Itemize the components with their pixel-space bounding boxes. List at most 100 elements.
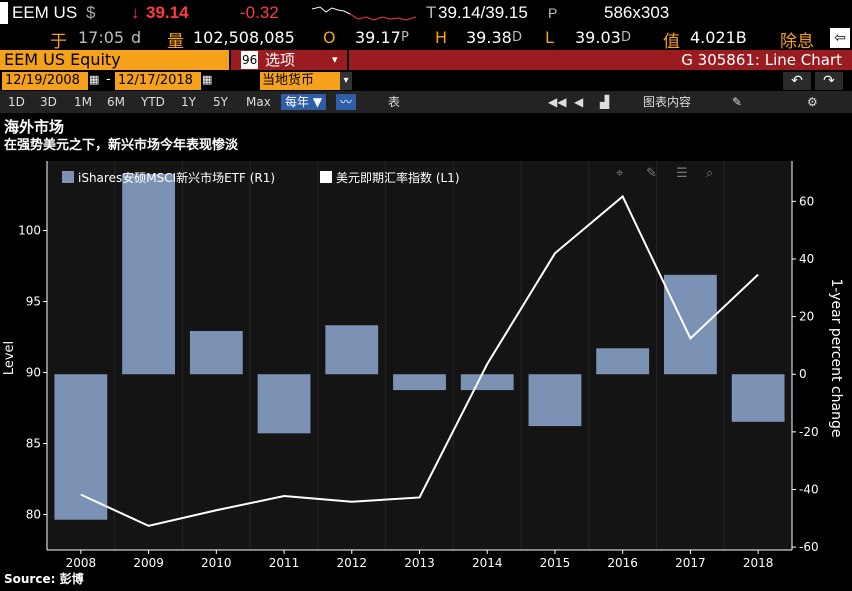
table-button[interactable]: 表 <box>384 94 404 110</box>
period-5y[interactable]: 5Y <box>209 94 232 110</box>
time-suffix: d <box>131 28 141 47</box>
bar-2016 <box>596 348 649 374</box>
edit-icon[interactable]: ✎ <box>728 94 746 110</box>
bar-2013 <box>393 374 446 390</box>
period-1y[interactable]: 1Y <box>177 94 200 110</box>
bar-2012 <box>325 325 378 374</box>
period-1d[interactable]: 1D <box>4 94 29 110</box>
bar-2018 <box>732 374 785 422</box>
chart-content-button[interactable]: 图表内容 <box>639 94 695 110</box>
legend-label-dxy: 美元即期汇率指数 (L1) <box>336 170 460 185</box>
right-axis-label: 1-year percent change <box>828 279 844 438</box>
bar-2015 <box>529 374 582 426</box>
gear-icon[interactable]: ⚙ <box>803 94 822 110</box>
currency-symbol: $ <box>86 3 95 23</box>
period-max[interactable]: Max <box>242 94 275 110</box>
x-tick-label: 2011 <box>269 556 300 570</box>
x-tick-label: 2009 <box>133 556 164 570</box>
right-tick-label: 20 <box>799 310 814 324</box>
period-3d[interactable]: 3D <box>36 94 61 110</box>
high-value: 39.38 <box>466 28 512 47</box>
x-tick-label: 2010 <box>201 556 232 570</box>
frequency-label: 每年 <box>285 95 309 109</box>
currency-select[interactable]: 当地货币 <box>260 72 340 90</box>
options-menu[interactable]: 96 选项 ▾ <box>231 50 347 70</box>
down-arrow-icon: ↓ <box>131 3 140 23</box>
export-icon[interactable]: ⇦ <box>830 28 850 48</box>
low-suffix: D <box>621 30 631 45</box>
bid-ask-prefix: T <box>426 3 436 23</box>
price-change: -0.32 <box>240 3 279 23</box>
volume-value: 102,508,085 <box>193 28 295 47</box>
x-tick-label: 2012 <box>336 556 367 570</box>
date-bar: 12/19/2008 ▦ - 12/17/2018 ▦ 当地货币 ▾ ↶ ↷ <box>0 71 852 91</box>
left-tick-label: 100 <box>18 224 41 238</box>
date-separator: - <box>106 72 111 87</box>
bar-2011 <box>258 374 311 433</box>
right-tick-label: -60 <box>799 540 819 554</box>
security-name[interactable]: EEM US Equity <box>0 50 229 70</box>
bar-2010 <box>190 331 243 374</box>
high-label: H <box>435 28 447 47</box>
crosshair-icon[interactable]: ⌖ <box>616 166 624 181</box>
right-tick-label: 60 <box>799 194 814 208</box>
sparkline-icon <box>312 3 416 23</box>
rewind-icon[interactable]: ◀◀ <box>544 94 570 110</box>
x-tick-label: 2017 <box>675 556 706 570</box>
bar-2014 <box>461 374 514 390</box>
chart-subtitle: 在强势美元之下，新兴市场今年表现惨淡 <box>4 137 239 153</box>
play-left-icon[interactable]: ◀ <box>570 94 587 110</box>
pencil-icon[interactable]: ✎ <box>646 166 657 181</box>
calendar-icon[interactable]: ▦ <box>202 73 212 86</box>
function-title: G 305861: Line Chart <box>681 51 842 69</box>
frequency-select[interactable]: 每年 ▼ <box>281 94 326 110</box>
turnover-value: 4.021B <box>690 28 747 47</box>
ticker-bar: EEM US $ ↓ 39.14 -0.32 T 39.14/39.15 P 5… <box>0 0 852 27</box>
chart-title: 海外市场 <box>4 118 64 136</box>
left-tick-label: 95 <box>26 295 41 309</box>
quote-time: 17:05 <box>78 28 124 47</box>
bar-2017 <box>664 275 717 374</box>
period-1m[interactable]: 1M <box>70 94 96 110</box>
right-tick-label: 0 <box>799 367 807 381</box>
bar-2008 <box>54 374 107 520</box>
low-label: L <box>545 28 554 47</box>
chevron-down-icon: ▾ <box>332 50 338 70</box>
menu-number: 96 <box>241 51 258 69</box>
period-6m[interactable]: 6M <box>103 94 129 110</box>
left-tick-label: 90 <box>26 366 41 380</box>
undo-icon[interactable]: ↶ <box>783 72 811 90</box>
period-ytd[interactable]: YTD <box>137 94 169 110</box>
redo-icon[interactable]: ↷ <box>815 72 843 90</box>
list-icon[interactable]: ☰ <box>676 166 688 181</box>
open-label: O <box>323 28 336 47</box>
ticker-symbol[interactable]: EEM US <box>12 3 77 23</box>
left-tick-label: 80 <box>26 508 41 522</box>
x-tick-label: 2013 <box>404 556 435 570</box>
right-tick-label: -20 <box>799 425 819 439</box>
left-axis-label: Level <box>2 341 17 375</box>
open-suffix: P <box>401 30 409 45</box>
source-note: Source: 彭博 <box>4 571 84 586</box>
x-tick-label: 2018 <box>743 556 774 570</box>
zoom-icon[interactable]: ⌕ <box>706 166 713 181</box>
ticker-marker <box>0 2 8 24</box>
legend-swatch-bar <box>62 171 74 183</box>
right-tick-label: 40 <box>799 252 814 266</box>
calendar-icon[interactable]: ▦ <box>89 73 99 86</box>
high-suffix: D <box>512 30 522 45</box>
options-label: 选项 <box>265 50 295 70</box>
bar-2009 <box>122 174 175 374</box>
period-toolbar: 1D 3D 1M 6M YTD 1Y 5Y Max 每年 ▼ 〰 表 ◀◀ ◀ … <box>0 91 852 113</box>
open-value: 39.17 <box>355 28 401 47</box>
end-date-input[interactable]: 12/17/2018 <box>115 72 201 90</box>
line-chart-icon[interactable]: 〰 <box>336 94 356 110</box>
chevron-down-icon[interactable]: ▾ <box>340 72 352 90</box>
function-title-bar: G 305861: Line Chart <box>349 50 852 70</box>
bid-ask-size: 586x303 <box>604 3 669 23</box>
left-tick-label: 85 <box>26 437 41 451</box>
start-date-input[interactable]: 12/19/2008 <box>2 72 88 90</box>
legend: iShares安硕MSCI新兴市场ETF (R1) 美元即期汇率指数 (L1) <box>62 170 460 185</box>
chart-content-icon[interactable]: ▟ <box>596 94 613 110</box>
